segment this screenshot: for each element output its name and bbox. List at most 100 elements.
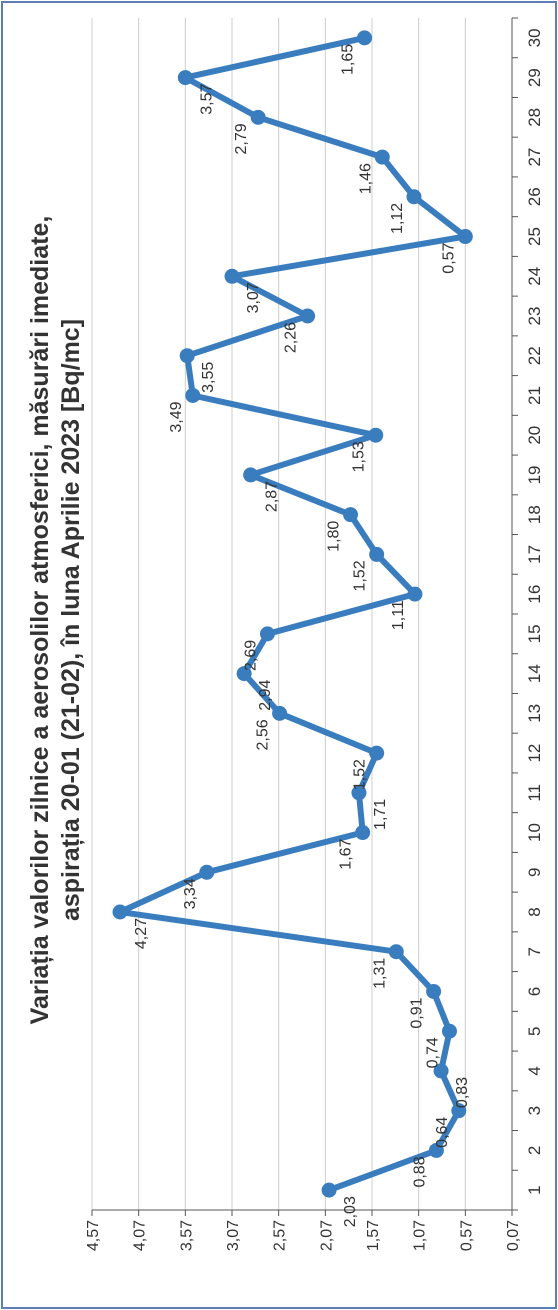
data-point bbox=[259, 626, 275, 642]
x-tick-label: 29 bbox=[525, 68, 544, 87]
data-label: 1,11 bbox=[390, 600, 407, 630]
data-label: 1,71 bbox=[372, 799, 389, 830]
data-point bbox=[407, 586, 423, 602]
data-point bbox=[374, 149, 390, 165]
data-point bbox=[236, 666, 252, 682]
data-point bbox=[369, 745, 385, 761]
data-point bbox=[457, 229, 473, 245]
data-label: 1,52 bbox=[352, 759, 369, 790]
x-tick-label: 16 bbox=[525, 585, 544, 604]
data-point bbox=[224, 268, 240, 284]
x-tick-label: 17 bbox=[525, 545, 544, 564]
x-tick-label: 21 bbox=[525, 386, 544, 405]
data-point bbox=[428, 1142, 444, 1158]
data-point bbox=[321, 1182, 337, 1198]
x-tick-label: 19 bbox=[525, 465, 544, 484]
x-tick-label: 12 bbox=[525, 744, 544, 763]
x-tick-label: 8 bbox=[525, 907, 544, 916]
x-tick-label: 28 bbox=[525, 108, 544, 127]
x-tick-label: 3 bbox=[525, 1106, 544, 1115]
data-label: 2,03 bbox=[342, 1196, 359, 1227]
x-tick-label: 24 bbox=[525, 267, 544, 286]
x-tick-label: 11 bbox=[525, 784, 544, 802]
x-tick-label: 1 bbox=[525, 1185, 544, 1194]
y-tick-label: 0,57 bbox=[458, 1220, 475, 1251]
data-label: 1,12 bbox=[389, 203, 406, 234]
data-label: 0,91 bbox=[409, 997, 426, 1028]
x-tick-label: 13 bbox=[525, 704, 544, 723]
y-tick-label: 3,07 bbox=[225, 1220, 242, 1251]
data-label: 2,56 bbox=[255, 719, 272, 750]
data-label: 3,57 bbox=[198, 83, 215, 114]
data-point bbox=[179, 348, 195, 364]
x-tick-label: 27 bbox=[525, 148, 544, 167]
chart-title-line-2: aspirația 20-01 (21-02), în luna Aprilie… bbox=[57, 319, 85, 921]
data-label: 1,67 bbox=[338, 838, 355, 869]
data-point bbox=[199, 864, 215, 880]
data-point bbox=[300, 308, 316, 324]
y-tick-label: 4,57 bbox=[85, 1220, 102, 1251]
data-label: 2,94 bbox=[257, 679, 274, 710]
data-label: 1,31 bbox=[371, 958, 388, 989]
data-label: 4,27 bbox=[133, 918, 150, 949]
x-tick-label: 4 bbox=[525, 1066, 544, 1075]
data-point bbox=[441, 1023, 457, 1039]
data-point bbox=[177, 70, 193, 86]
data-label: 0,88 bbox=[411, 1156, 428, 1187]
data-label: 1,46 bbox=[357, 163, 374, 194]
x-tick-label: 10 bbox=[525, 823, 544, 842]
data-label: 2,87 bbox=[264, 481, 281, 512]
data-label: 3,34 bbox=[182, 878, 199, 909]
data-point bbox=[112, 904, 128, 920]
x-tick-label: 15 bbox=[525, 624, 544, 643]
data-point bbox=[357, 30, 373, 46]
y-tick-label: 2,07 bbox=[318, 1220, 335, 1251]
data-label: 0,57 bbox=[440, 242, 457, 273]
x-tick-label: 20 bbox=[525, 426, 544, 445]
x-tick-label: 14 bbox=[525, 664, 544, 683]
data-label: 0,83 bbox=[454, 1077, 471, 1108]
data-label: 1,65 bbox=[340, 44, 357, 75]
x-tick-label: 25 bbox=[525, 227, 544, 246]
x-tick-label: 26 bbox=[525, 187, 544, 206]
x-tick-label: 2 bbox=[525, 1146, 544, 1155]
data-point bbox=[272, 705, 288, 721]
x-tick-label: 9 bbox=[525, 868, 544, 877]
data-point bbox=[343, 507, 359, 523]
data-point bbox=[433, 1063, 449, 1079]
data-label: 3,07 bbox=[245, 282, 262, 313]
y-tick-label: 2,57 bbox=[272, 1220, 289, 1251]
data-point bbox=[351, 785, 367, 801]
data-points bbox=[112, 30, 473, 1198]
data-point bbox=[355, 825, 371, 841]
data-point bbox=[406, 189, 422, 205]
y-tick-label: 0,07 bbox=[505, 1220, 522, 1251]
x-tick-label: 30 bbox=[525, 28, 544, 47]
x-tick-label: 6 bbox=[525, 987, 544, 996]
data-labels: 2,03 0,88 0,640,83 0,74 0,91 1,31 4,27 3,34 1,67… bbox=[133, 44, 471, 1228]
y-tick-label: 4,07 bbox=[132, 1220, 149, 1251]
x-tick-label: 18 bbox=[525, 505, 544, 524]
data-label: 2,79 bbox=[233, 123, 250, 154]
data-label: 2,69 bbox=[242, 640, 259, 671]
data-label: 3,55 bbox=[200, 362, 217, 393]
data-point bbox=[388, 944, 404, 960]
x-tick-label: 23 bbox=[525, 307, 544, 326]
data-point bbox=[243, 467, 259, 483]
data-label: 1,80 bbox=[326, 521, 343, 552]
x-tick-label: 5 bbox=[525, 1026, 544, 1035]
x-tick-label: 7 bbox=[525, 947, 544, 956]
rotated-chart: Variația valorilor zilnice a aerosolilor… bbox=[26, 17, 544, 1251]
y-tick-label: 3,57 bbox=[178, 1220, 195, 1251]
chart-title-line-1: Variația valorilor zilnice a aerosolilor… bbox=[26, 216, 54, 1025]
x-tick-label: 22 bbox=[525, 346, 544, 365]
y-tick-label: 1,07 bbox=[412, 1220, 429, 1251]
data-point bbox=[185, 387, 201, 403]
data-point bbox=[426, 983, 442, 999]
y-axis-ticks: 0,07 0,57 1,07 1,57 2,07 2,57 3,07 3,57 4,07 4,57 bbox=[85, 1209, 522, 1251]
data-point bbox=[369, 546, 385, 562]
data-label: 1,52 bbox=[352, 560, 369, 591]
data-label: 0,64 bbox=[434, 1117, 451, 1148]
data-point bbox=[451, 1103, 467, 1119]
